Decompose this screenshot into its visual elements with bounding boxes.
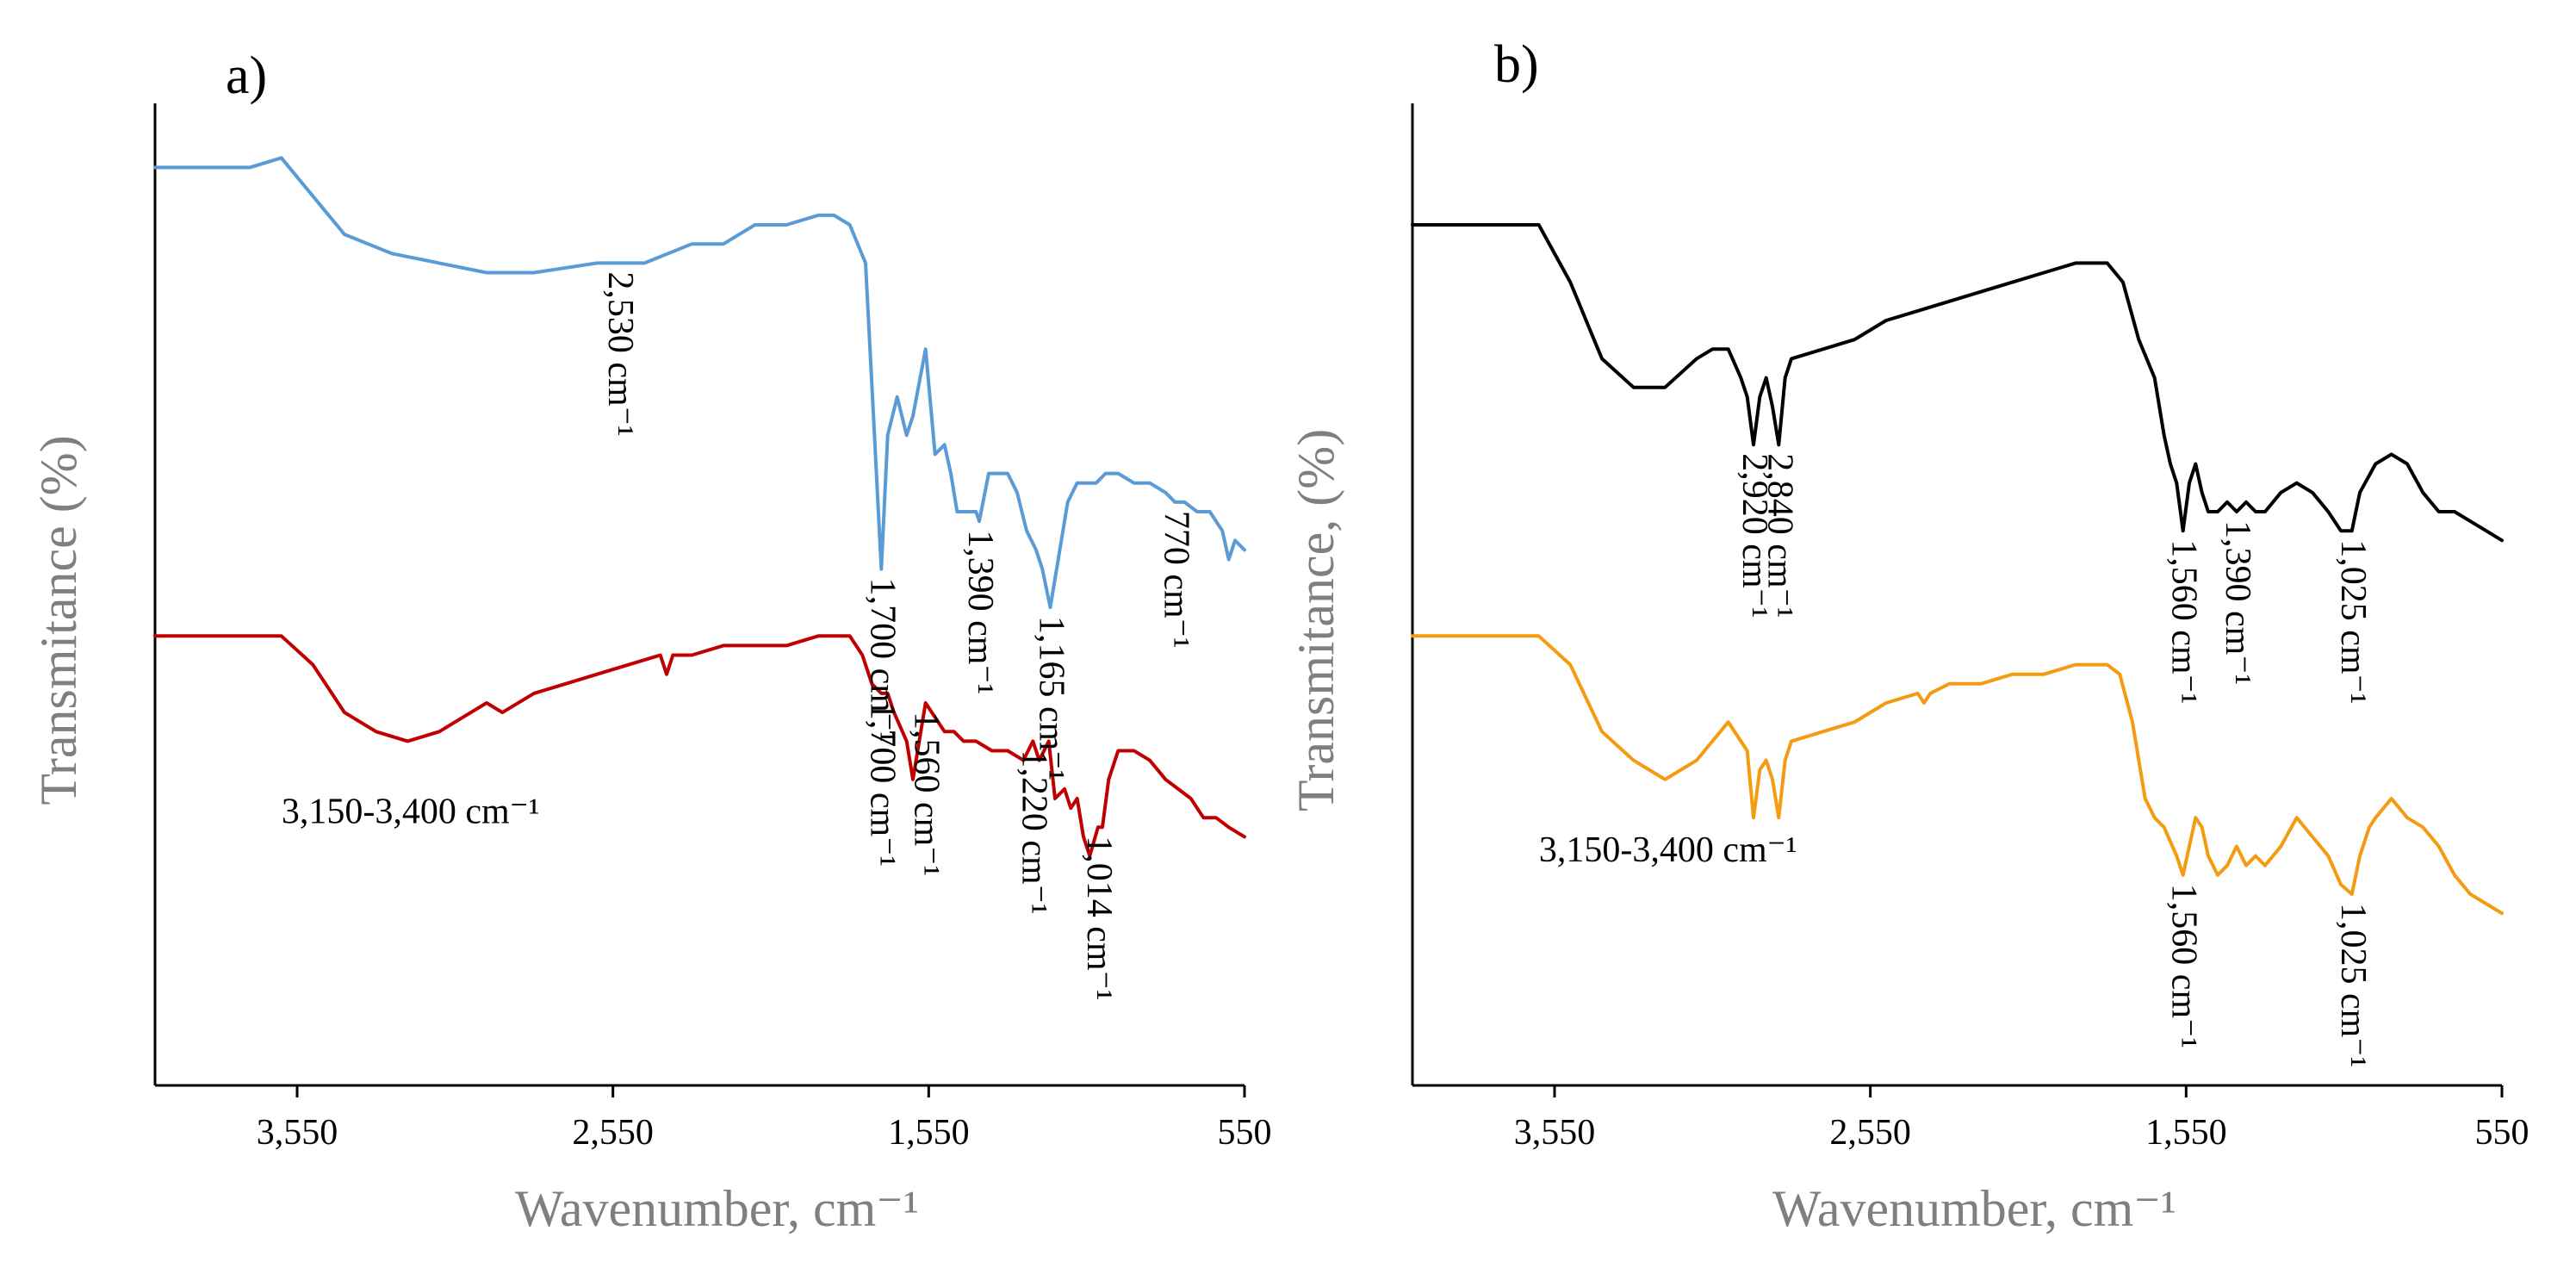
chart-panel-a: 3,550 2,550 1,550 550 a) Wavenumber, cm⁻¹ Tran…	[30, 47, 1272, 1237]
peak-annotation: 2,920 cm⁻¹	[1735, 453, 1774, 618]
x-axis-title: Wavenumber, cm⁻¹	[515, 1180, 919, 1237]
panel-label: b)	[1494, 35, 1539, 94]
peak-annotation: 1,560 cm⁻¹	[907, 712, 947, 876]
x-tick-label: 3,550	[1514, 1113, 1596, 1153]
peak-annotation: 1,220 cm⁻¹	[1014, 749, 1053, 914]
series-line-lower	[153, 634, 1246, 858]
peak-annotation: 1,700 cm⁻¹	[862, 578, 902, 743]
y-axis-title: Transmitance (%)	[30, 435, 87, 805]
peak-annotation: 2,530 cm⁻¹	[600, 271, 640, 436]
peak-annotation: 1,700 cm⁻¹	[862, 702, 902, 867]
chart-panel-b: 3,550 2,550 1,550 550 b) Wavenumber, cm⁻¹ Tran…	[1288, 35, 2529, 1237]
peak-annotation: 1,165 cm⁻¹	[1032, 616, 1071, 780]
range-annotation: 3,150-3,400 cm⁻¹	[282, 792, 540, 831]
peak-annotation: 770 cm⁻¹	[1156, 511, 1195, 649]
peak-annotation: 1,025 cm⁻¹	[2333, 903, 2373, 1067]
peak-annotation: 1,390 cm⁻¹	[2218, 520, 2257, 685]
series-line-upper	[1411, 223, 2504, 543]
series-line-upper	[153, 156, 1246, 609]
x-tick-label: 1,550	[888, 1113, 970, 1153]
y-axis-title: Transmitance, (%)	[1288, 429, 1344, 811]
peak-annotation: 1,390 cm⁻¹	[960, 530, 1000, 694]
x-tick-label: 550	[2475, 1113, 2529, 1153]
x-tick-label: 1,550	[2145, 1113, 2227, 1153]
x-axis-title: Wavenumber, cm⁻¹	[1772, 1180, 2176, 1237]
range-annotation: 3,150-3,400 cm⁻¹	[1539, 830, 1797, 870]
peak-annotation: 1,560 cm⁻¹	[2164, 884, 2204, 1048]
peak-annotation: 2,840 cm⁻¹	[1760, 453, 1799, 618]
x-tick-label: 2,550	[572, 1113, 654, 1153]
x-tick-label: 2,550	[1829, 1113, 1911, 1153]
peak-annotation: 1,560 cm⁻¹	[2164, 539, 2204, 704]
panel-label: a)	[226, 47, 267, 105]
series-line-lower	[1411, 634, 2504, 916]
x-tick-label: 3,550	[257, 1113, 338, 1153]
peak-annotation: 1,025 cm⁻¹	[2333, 539, 2373, 704]
x-tick-label: 550	[1218, 1113, 1272, 1153]
peak-annotation: 1,014 cm⁻¹	[1079, 836, 1119, 1000]
